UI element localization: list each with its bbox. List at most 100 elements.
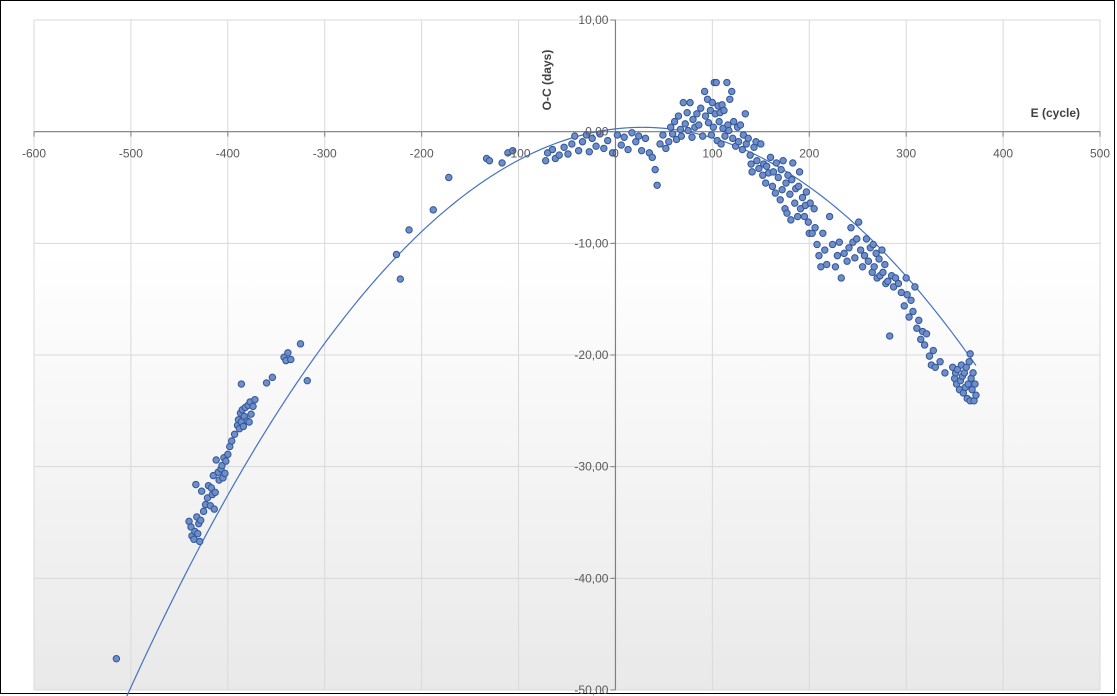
data-point (194, 529, 202, 538)
data-point (717, 140, 725, 148)
data-point (835, 238, 844, 246)
data-point (498, 159, 506, 167)
data-point (392, 250, 401, 259)
data-point (747, 160, 755, 168)
x-tick-label: 400 (993, 147, 1013, 161)
data-point (723, 78, 731, 87)
data-point (856, 246, 865, 254)
data-point (608, 149, 617, 157)
data-point (762, 162, 771, 170)
data-point (637, 146, 646, 155)
data-point (287, 355, 295, 364)
data-point (787, 216, 795, 224)
data-point (738, 145, 747, 154)
data-point (903, 291, 911, 299)
data-point (847, 224, 855, 232)
data-point (405, 226, 413, 234)
data-point (681, 120, 689, 128)
data-point (485, 157, 494, 165)
data-point (879, 268, 887, 277)
data-point (653, 181, 661, 189)
data-point (679, 98, 687, 107)
data-point (854, 218, 863, 226)
data-point (788, 175, 796, 184)
data-point (665, 138, 673, 146)
x-tick-label: -100 (507, 147, 531, 161)
data-point (196, 537, 204, 546)
data-point (862, 235, 871, 243)
data-point (894, 279, 903, 288)
data-point (968, 385, 976, 394)
data-point (900, 302, 908, 310)
data-point (851, 254, 859, 262)
data-point (632, 138, 640, 146)
data-point (915, 316, 923, 325)
data-point (230, 430, 239, 438)
data-point (744, 134, 752, 143)
data-point (709, 123, 718, 131)
data-point (810, 205, 818, 213)
data-point (247, 410, 255, 418)
data-point (757, 140, 765, 148)
data-point (971, 380, 979, 388)
data-point (617, 141, 625, 149)
y-tick-label: 0,00 (585, 125, 609, 139)
data-point (891, 274, 900, 282)
data-point (624, 145, 632, 154)
data-point (303, 376, 311, 385)
tick-labels: -600 -500 -400 -300 -200 -100 0 100 200 300 400 500… (22, 13, 1110, 696)
data-point (237, 380, 246, 388)
data-point (853, 235, 861, 243)
data-point (845, 244, 853, 252)
data-point (886, 332, 894, 340)
data-point (641, 134, 650, 143)
data-point (920, 341, 929, 349)
data-point (262, 379, 271, 387)
data-point (969, 369, 977, 377)
data-point (668, 130, 677, 138)
y-tick-label: -20,00 (574, 348, 608, 362)
data-point (925, 352, 934, 360)
data-point (734, 138, 743, 146)
data-point (819, 229, 827, 237)
data-point (251, 395, 259, 404)
axes (33, 19, 1101, 691)
data-point (704, 119, 713, 127)
data-point (779, 157, 787, 165)
data-point (911, 283, 919, 291)
data-point (789, 159, 797, 167)
data-point (651, 165, 659, 174)
data-point (962, 363, 970, 371)
data-point (196, 516, 205, 524)
data-point (568, 140, 576, 148)
data-point (592, 142, 600, 150)
data-point (794, 182, 803, 191)
data-point (905, 313, 913, 321)
data-point (548, 145, 557, 154)
data-point (802, 188, 811, 196)
data-point (707, 131, 716, 139)
data-point (806, 199, 814, 207)
data-point (791, 199, 799, 207)
data-point (445, 173, 453, 182)
data-point (600, 144, 608, 153)
data-point (965, 358, 973, 366)
data-point (728, 87, 736, 96)
data-point (811, 224, 819, 232)
data-point (769, 168, 778, 176)
x-axis-title: E (cycle) (1031, 106, 1080, 120)
x-tick-label: 200 (799, 147, 819, 161)
trendline (126, 126, 977, 696)
data-point (823, 260, 831, 269)
data-point (913, 324, 921, 332)
y-tick-label: -10,00 (574, 236, 608, 250)
data-point (674, 112, 683, 120)
data-point (777, 165, 785, 174)
data-point (662, 144, 670, 153)
data-point (688, 133, 696, 141)
x-tick-label: 100 (702, 147, 722, 161)
data-point (555, 151, 563, 159)
data-point (199, 507, 208, 516)
data-point (604, 136, 612, 145)
